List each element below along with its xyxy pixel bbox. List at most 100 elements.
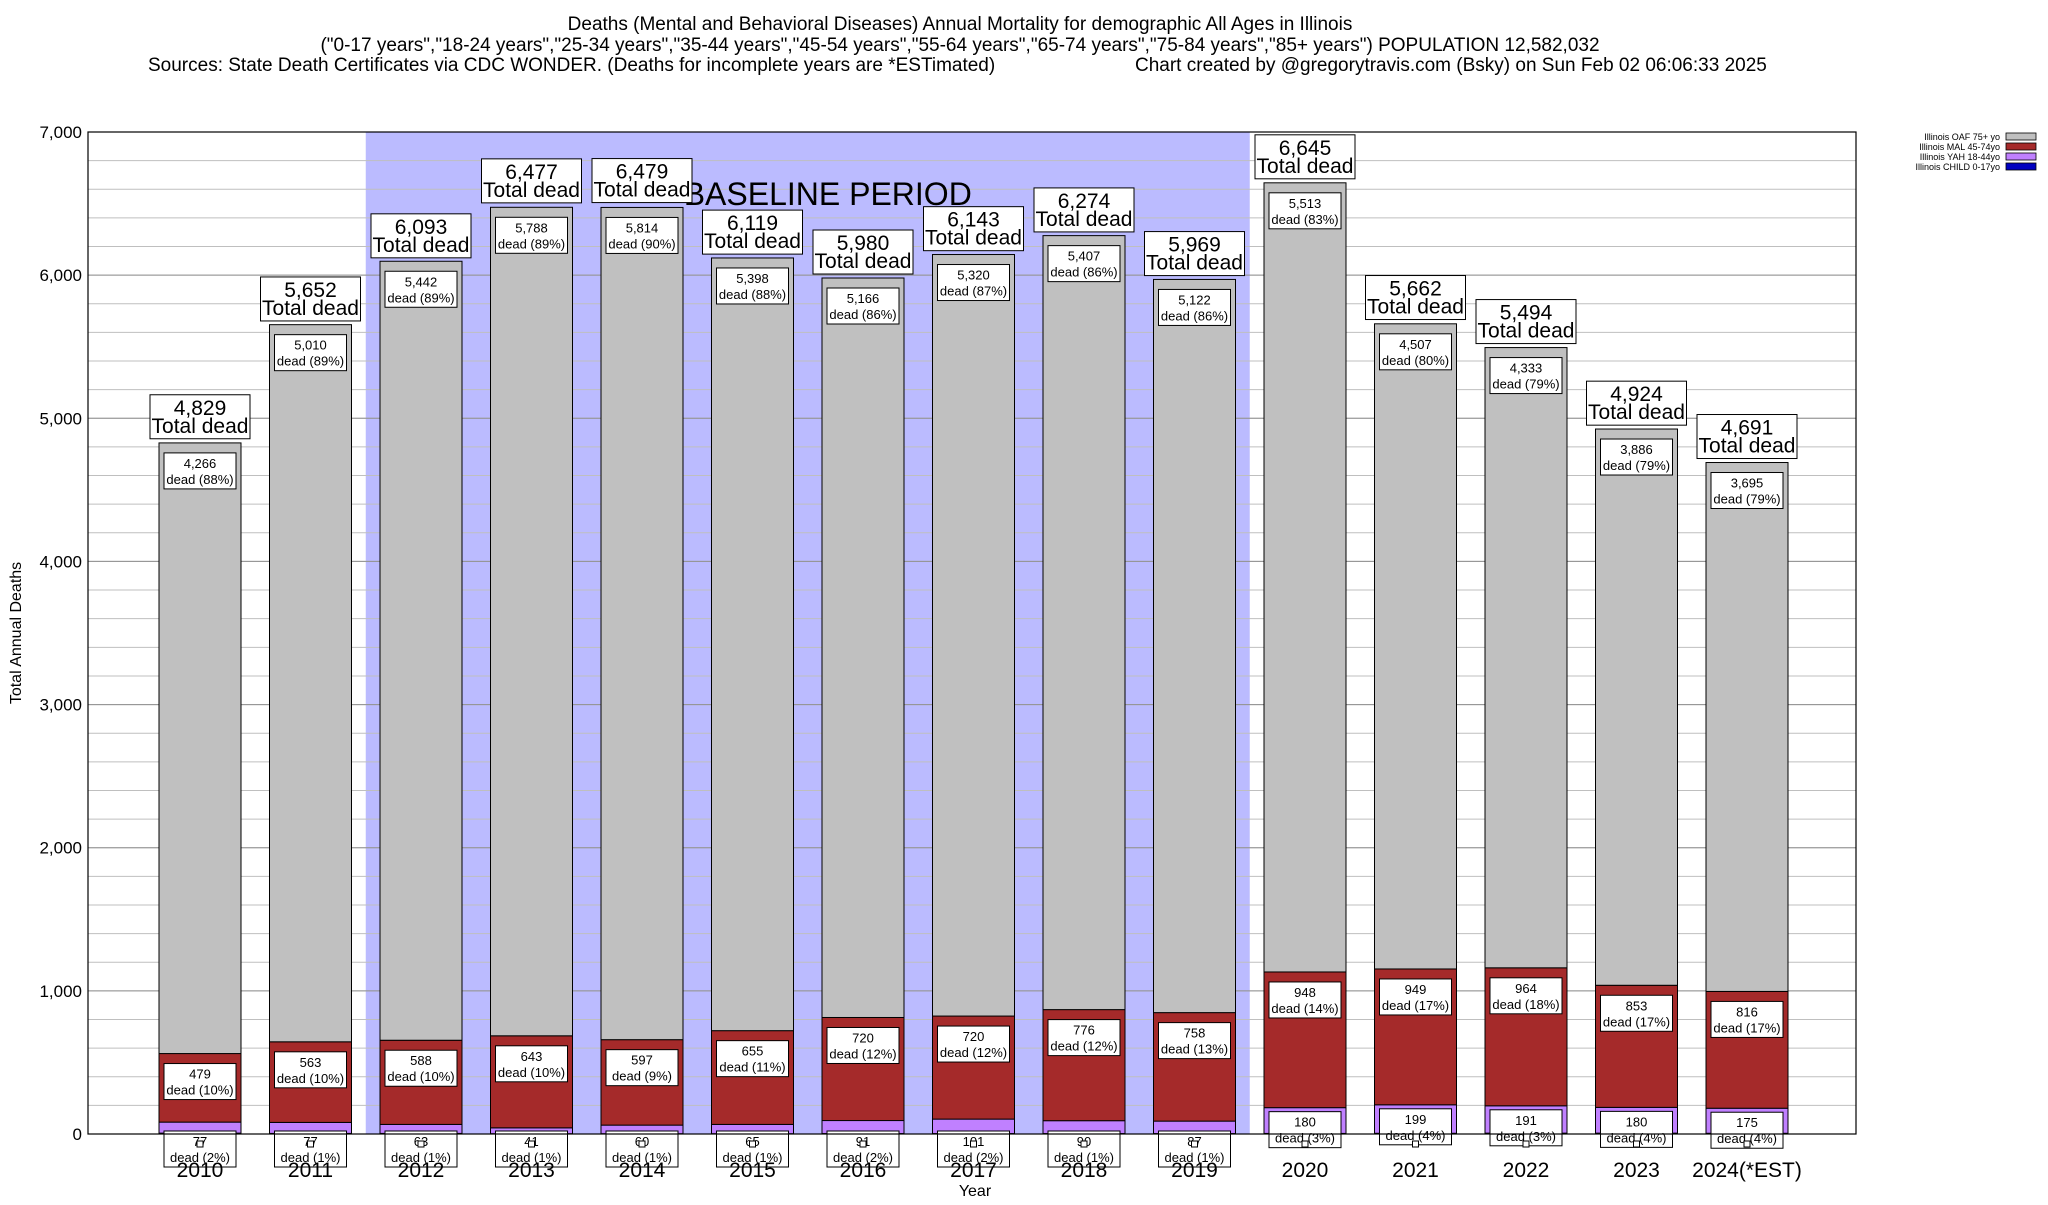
segment-value-label: 5,407 <box>1068 249 1101 264</box>
segment-percent-label: dead (89%) <box>387 290 454 305</box>
segment-value-label: 816 <box>1736 1004 1758 1019</box>
child-marker <box>197 1141 203 1147</box>
segment-value-label: 5,814 <box>626 220 659 235</box>
y-tick-label: 1,000 <box>39 982 82 1001</box>
bar-segment <box>1043 236 1125 1010</box>
bar-segment <box>270 325 352 1042</box>
segment-percent-label: dead (10%) <box>498 1065 565 1080</box>
segment-percent-label: dead (87%) <box>940 284 1007 299</box>
segment-value-label: 175 <box>1736 1115 1758 1130</box>
segment-value-label: 853 <box>1626 998 1648 1013</box>
segment-value-label: 655 <box>742 1044 764 1059</box>
segment-percent-label: dead (18%) <box>1492 997 1559 1012</box>
total-caption-label: Total dead <box>1588 401 1685 424</box>
bar-segment <box>1706 463 1788 992</box>
chart-title: Deaths (Mental and Behavioral Diseases) … <box>568 14 1353 35</box>
segment-value-label: 643 <box>521 1049 543 1064</box>
segment-percent-label: dead (12%) <box>940 1045 1007 1060</box>
child-marker <box>418 1141 424 1147</box>
legend-entry-label: Illinois OAF 75+ yo <box>1924 132 2000 142</box>
bar-segment <box>601 207 683 1039</box>
segment-value-label: 720 <box>963 1029 985 1044</box>
y-tick-label: 0 <box>73 1125 82 1144</box>
segment-percent-label: dead (79%) <box>1603 458 1670 473</box>
chart-credit: Chart created by @gregorytravis.com (Bsk… <box>1135 55 1767 76</box>
x-tick-label: 2022 <box>1503 1159 1550 1182</box>
child-marker <box>750 1141 756 1147</box>
segment-percent-label: dead (89%) <box>498 236 565 251</box>
total-caption-label: Total dead <box>152 415 249 438</box>
segment-value-label: 948 <box>1294 985 1316 1000</box>
bar-segment <box>380 261 462 1040</box>
total-caption-label: Total dead <box>704 230 801 253</box>
child-marker <box>529 1141 535 1147</box>
bar-segment <box>159 443 241 1054</box>
x-tick-label: 2012 <box>398 1159 445 1182</box>
x-tick-label: 2019 <box>1171 1159 1218 1182</box>
total-caption-label: Total dead <box>1367 296 1464 319</box>
segment-value-label: 199 <box>1405 1112 1427 1127</box>
segment-value-label: 5,442 <box>405 274 438 289</box>
legend-swatch <box>2006 163 2036 170</box>
y-tick-label: 5,000 <box>39 409 82 428</box>
segment-percent-label: dead (83%) <box>1271 212 1338 227</box>
segment-percent-label: dead (90%) <box>608 236 675 251</box>
child-marker <box>971 1141 977 1147</box>
x-tick-label: 2011 <box>288 1159 333 1182</box>
segment-value-label: 180 <box>1626 1114 1648 1129</box>
child-marker <box>1192 1141 1198 1147</box>
bar-segment <box>933 255 1015 1017</box>
x-tick-label: 2014 <box>619 1159 666 1182</box>
segment-percent-label: dead (10%) <box>387 1069 454 1084</box>
segment-value-label: 5,788 <box>515 220 548 235</box>
child-marker <box>1523 1141 1529 1147</box>
segment-percent-label: dead (12%) <box>829 1046 896 1061</box>
segment-percent-label: dead (79%) <box>1713 492 1780 507</box>
legend-swatch <box>2006 143 2036 150</box>
segment-value-label: 597 <box>631 1053 653 1068</box>
segment-percent-label: dead (80%) <box>1382 353 1449 368</box>
segment-value-label: 776 <box>1073 1023 1095 1038</box>
segment-value-label: 5,122 <box>1178 292 1211 307</box>
total-caption-label: Total dead <box>262 297 359 320</box>
segment-percent-label: dead (9%) <box>612 1069 672 1084</box>
total-caption-label: Total dead <box>1146 252 1243 275</box>
child-marker <box>1413 1141 1419 1147</box>
segment-percent-label: dead (17%) <box>1603 1014 1670 1029</box>
total-caption-label: Total dead <box>815 250 912 273</box>
total-caption-label: Total dead <box>594 179 691 202</box>
x-tick-label: 2013 <box>508 1159 555 1182</box>
segment-percent-label: dead (86%) <box>829 307 896 322</box>
x-tick-label: 2015 <box>729 1159 776 1182</box>
bar-segment <box>1485 348 1567 968</box>
segment-percent-label: dead (10%) <box>166 1083 233 1098</box>
segment-percent-label: dead (86%) <box>1161 308 1228 323</box>
bar-segment <box>822 278 904 1017</box>
bar-segment <box>1154 279 1236 1012</box>
segment-value-label: 588 <box>410 1053 432 1068</box>
segment-value-label: 5,398 <box>736 271 769 286</box>
segment-value-label: 5,166 <box>847 291 880 306</box>
segment-value-label: 180 <box>1294 1115 1316 1130</box>
total-caption-label: Total dead <box>1699 435 1796 458</box>
legend-entry-label: Illinois MAL 45-74yo <box>1919 142 2000 152</box>
segment-value-label: 3,695 <box>1731 476 1764 491</box>
segment-value-label: 5,320 <box>957 268 990 283</box>
segment-percent-label: dead (13%) <box>1161 1042 1228 1057</box>
child-marker <box>308 1141 314 1147</box>
segment-value-label: 720 <box>852 1030 874 1045</box>
segment-value-label: 4,333 <box>1510 361 1543 376</box>
x-tick-label: 2018 <box>1061 1159 1108 1182</box>
y-axis-label: Total Annual Deaths <box>8 562 25 704</box>
segment-value-label: 4,266 <box>184 456 217 471</box>
total-caption-label: Total dead <box>373 234 470 257</box>
segment-percent-label: dead (11%) <box>719 1060 785 1075</box>
y-tick-label: 3,000 <box>39 696 82 715</box>
chart-subtitle: ("0-17 years","18-24 years","25-34 years… <box>320 35 1599 56</box>
child-marker <box>860 1141 866 1147</box>
segment-percent-label: dead (17%) <box>1382 998 1449 1013</box>
child-marker <box>1744 1141 1750 1147</box>
segment-percent-label: dead (17%) <box>1713 1020 1780 1035</box>
